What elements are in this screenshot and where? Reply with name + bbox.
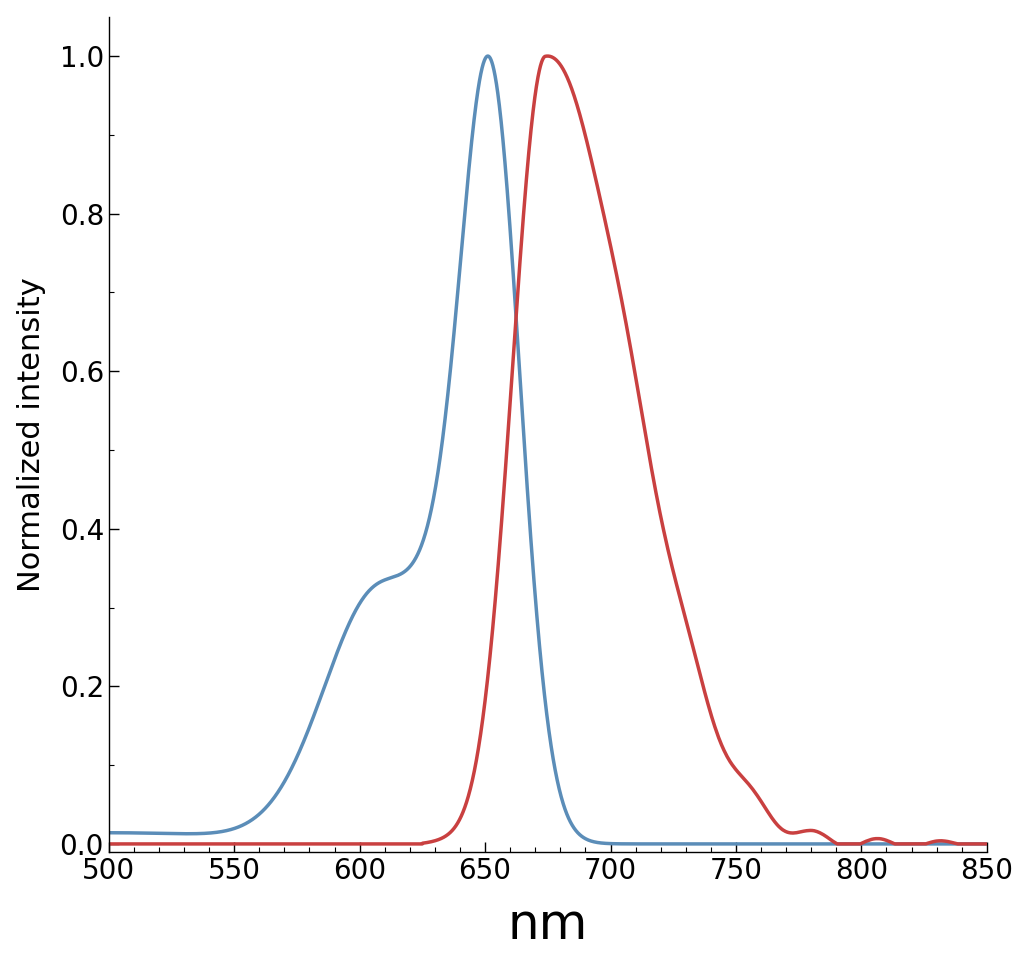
X-axis label: nm: nm xyxy=(508,901,588,950)
Y-axis label: Normalized intensity: Normalized intensity xyxy=(16,277,45,591)
